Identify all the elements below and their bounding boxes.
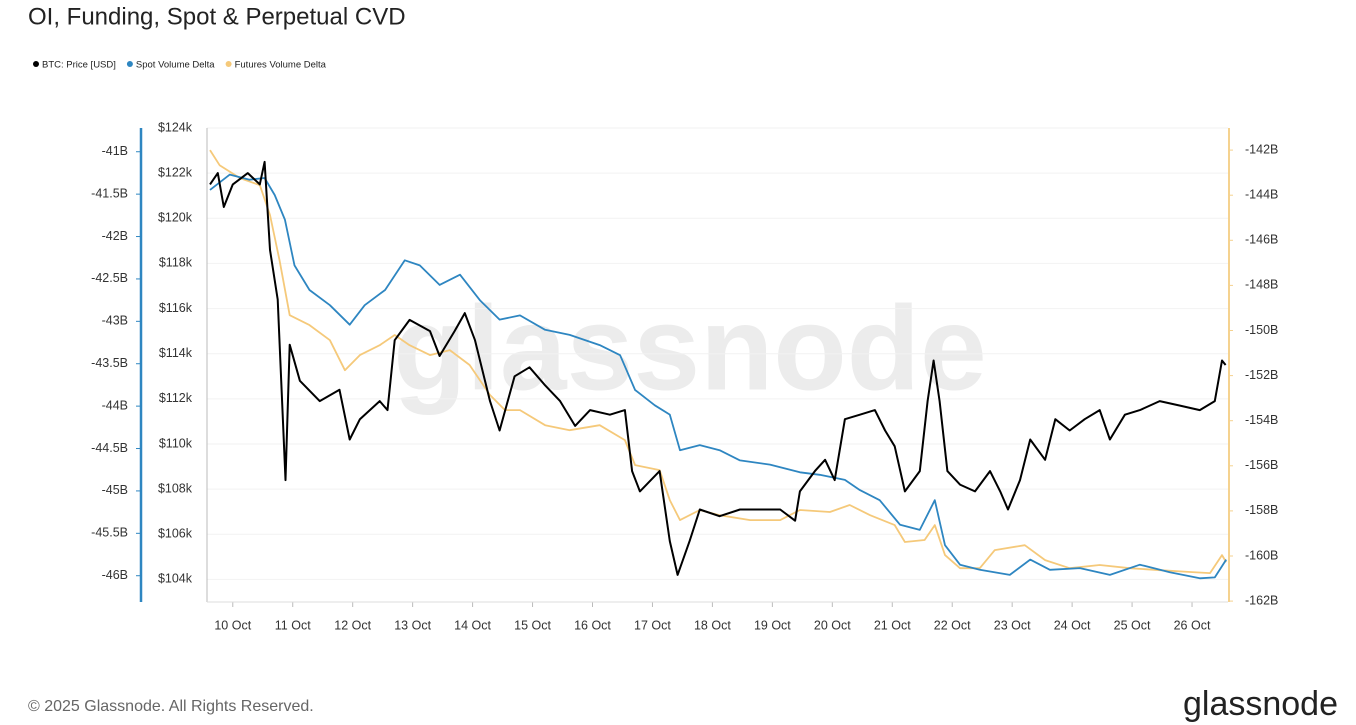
x-tick-label: 20 Oct — [814, 618, 851, 632]
y3-tick-label: -43.5B — [91, 356, 128, 370]
y2-tick-label: -154B — [1245, 413, 1278, 427]
y-tick-label: $114k — [159, 346, 193, 360]
legend-label: Spot Volume Delta — [136, 60, 215, 71]
y2-tick-label: -152B — [1245, 368, 1278, 382]
y-tick-label: $108k — [158, 481, 193, 495]
footer: © 2025 Glassnode. All Rights Reserved. — [28, 698, 314, 715]
y-tick-label: $122k — [158, 165, 193, 179]
x-tick-label: 17 Oct — [634, 618, 671, 632]
y-tick-label: $104k — [158, 572, 193, 586]
logo: glassnode — [1183, 685, 1338, 723]
y3-tick-label: -46B — [102, 568, 128, 582]
y3-tick-label: -43B — [102, 314, 128, 328]
y2-tick-label: -146B — [1245, 233, 1278, 247]
y2-tick-label: -148B — [1245, 278, 1278, 292]
x-tick-label: 13 Oct — [394, 618, 431, 632]
y2-tick-label: -144B — [1245, 187, 1278, 201]
y2-tick-label: -162B — [1245, 593, 1278, 607]
series-line — [209, 160, 1227, 576]
x-tick-label: 26 Oct — [1174, 618, 1211, 632]
x-tick-label: 19 Oct — [754, 618, 791, 632]
x-tick-label: 14 Oct — [454, 618, 491, 632]
x-tick-label: 24 Oct — [1054, 618, 1091, 632]
legend-marker — [33, 61, 39, 67]
y-tick-label: $124k — [158, 120, 193, 134]
y3-tick-label: -41B — [102, 144, 128, 158]
legend-marker — [225, 61, 232, 67]
legend-marker — [126, 61, 133, 67]
x-tick-label: 12 Oct — [334, 618, 371, 632]
x-tick-label: 25 Oct — [1114, 618, 1151, 632]
x-tick-label: 10 Oct — [214, 618, 251, 632]
y2-tick-label: -160B — [1245, 548, 1278, 562]
y-tick-label: $118k — [159, 256, 193, 270]
y3-tick-label: -44B — [102, 398, 128, 412]
y2-tick-label: -158B — [1245, 503, 1278, 517]
x-tick-label: 23 Oct — [994, 618, 1031, 632]
y3-tick-label: -44.5B — [91, 441, 128, 455]
x-tick-label: 11 Oct — [275, 618, 311, 632]
y-tick-label: $110k — [159, 436, 193, 450]
y2-tick-label: -156B — [1245, 458, 1278, 472]
x-tick-label: 18 Oct — [694, 618, 731, 632]
legend-label: Futures Volume Delta — [235, 60, 327, 71]
y3-tick-label: -45.5B — [91, 526, 128, 540]
x-tick-label: 16 Oct — [574, 618, 611, 632]
y-tick-label: $106k — [158, 527, 193, 541]
legend-label: BTC: Price [USD] — [42, 60, 116, 71]
y-tick-label: $112k — [159, 391, 193, 405]
y-tick-label: $116k — [159, 301, 193, 315]
x-tick-label: 21 Oct — [874, 618, 911, 632]
watermark: glassnode — [393, 282, 987, 416]
y2-tick-label: -142B — [1245, 142, 1278, 156]
x-tick-label: 22 Oct — [934, 618, 971, 632]
y3-tick-label: -45B — [102, 483, 128, 497]
series-line — [209, 149, 1227, 574]
series-line — [209, 173, 1227, 580]
y3-tick-label: -42.5B — [91, 271, 128, 285]
chart-title: OI, Funding, Spot & Perpetual CVD — [28, 3, 406, 30]
x-tick-label: 15 Oct — [514, 618, 551, 632]
y2-tick-label: -150B — [1245, 323, 1278, 337]
y-tick-label: $120k — [158, 211, 193, 225]
y3-tick-label: -42B — [102, 229, 128, 243]
y3-tick-label: -41.5B — [91, 186, 128, 200]
